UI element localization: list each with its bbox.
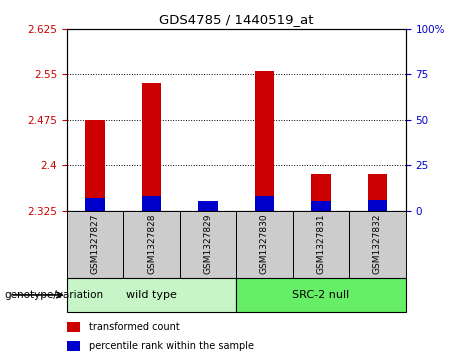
Text: wild type: wild type bbox=[126, 290, 177, 300]
Text: genotype/variation: genotype/variation bbox=[5, 290, 104, 300]
Text: GSM1327831: GSM1327831 bbox=[316, 214, 325, 274]
Bar bbox=[85, 120, 105, 211]
Text: GSM1327827: GSM1327827 bbox=[90, 214, 100, 274]
FancyBboxPatch shape bbox=[67, 278, 236, 312]
FancyBboxPatch shape bbox=[123, 211, 180, 278]
Bar bbox=[311, 174, 331, 211]
Bar bbox=[254, 196, 274, 211]
Bar bbox=[142, 83, 161, 211]
Text: GSM1327828: GSM1327828 bbox=[147, 214, 156, 274]
FancyBboxPatch shape bbox=[349, 211, 406, 278]
Text: GSM1327832: GSM1327832 bbox=[373, 214, 382, 274]
Bar bbox=[67, 341, 80, 351]
FancyBboxPatch shape bbox=[67, 211, 123, 278]
Text: transformed count: transformed count bbox=[89, 322, 180, 332]
Text: SRC-2 null: SRC-2 null bbox=[292, 290, 349, 300]
Text: percentile rank within the sample: percentile rank within the sample bbox=[89, 341, 254, 351]
FancyBboxPatch shape bbox=[180, 211, 236, 278]
Bar bbox=[311, 201, 331, 211]
Bar bbox=[254, 72, 274, 211]
Text: GSM1327829: GSM1327829 bbox=[203, 214, 213, 274]
FancyBboxPatch shape bbox=[236, 278, 406, 312]
Bar bbox=[142, 196, 161, 211]
Bar bbox=[198, 204, 218, 211]
FancyBboxPatch shape bbox=[293, 211, 349, 278]
Title: GDS4785 / 1440519_at: GDS4785 / 1440519_at bbox=[159, 13, 313, 26]
Bar bbox=[198, 201, 218, 211]
Bar bbox=[367, 174, 387, 211]
Bar bbox=[67, 322, 80, 332]
FancyBboxPatch shape bbox=[236, 211, 293, 278]
Bar bbox=[85, 198, 105, 211]
Bar bbox=[367, 200, 387, 211]
Text: GSM1327830: GSM1327830 bbox=[260, 214, 269, 274]
